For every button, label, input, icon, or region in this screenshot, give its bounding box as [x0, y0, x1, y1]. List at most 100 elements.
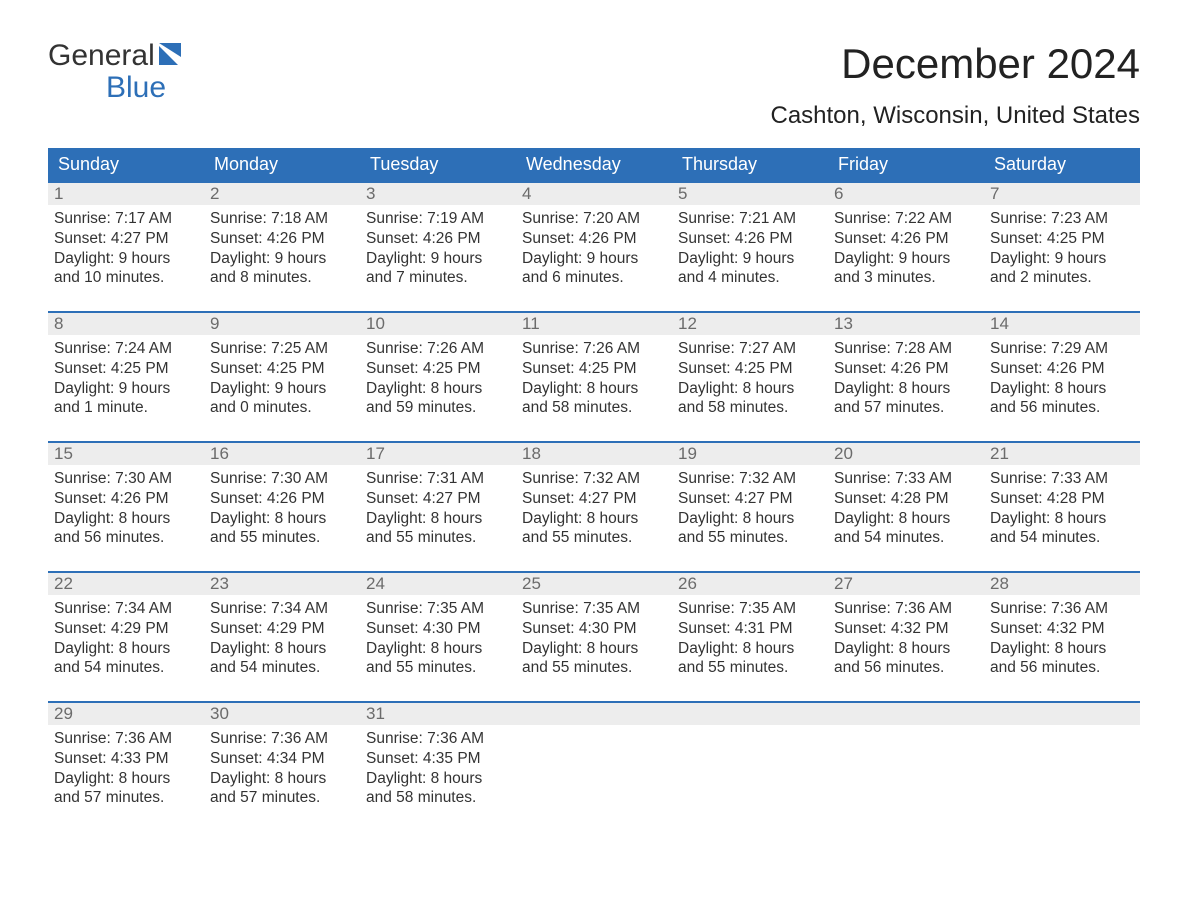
sunrise-text: Sunrise: 7:29 AM [990, 339, 1134, 359]
dayname-mon: Monday [204, 148, 360, 181]
sunset-text: Sunset: 4:29 PM [54, 619, 198, 639]
week-row: 22 Sunrise: 7:34 AM Sunset: 4:29 PM Dayligh… [48, 571, 1140, 701]
day-body: Sunrise: 7:36 AMSunset: 4:32 PMDaylight:… [828, 595, 984, 682]
daylight-line2: and 55 minutes. [522, 658, 666, 678]
day-cell: 9Sunrise: 7:25 AMSunset: 4:25 PMDaylight… [204, 313, 360, 441]
sunset-text: Sunset: 4:32 PM [834, 619, 978, 639]
daylight-line2: and 54 minutes. [210, 658, 354, 678]
sunrise-text: Sunrise: 7:33 AM [834, 469, 978, 489]
day-cell: 5Sunrise: 7:21 AMSunset: 4:26 PMDaylight… [672, 183, 828, 311]
day-body: Sunrise: 7:35 AMSunset: 4:30 PMDaylight:… [516, 595, 672, 682]
sunrise-text: Sunrise: 7:36 AM [54, 729, 198, 749]
day-number: 17 [360, 443, 516, 465]
day-number: 6 [828, 183, 984, 205]
sunset-text: Sunset: 4:28 PM [990, 489, 1134, 509]
day-number: 23 [204, 573, 360, 595]
day-number: 29 [48, 703, 204, 725]
daylight-line1: Daylight: 8 hours [522, 379, 666, 399]
day-number: 22 [48, 573, 204, 595]
daylight-line1: Daylight: 8 hours [678, 379, 822, 399]
day-body: Sunrise: 7:23 AMSunset: 4:25 PMDaylight:… [984, 205, 1140, 292]
sunset-text: Sunset: 4:26 PM [210, 489, 354, 509]
sunset-text: Sunset: 4:26 PM [54, 489, 198, 509]
day-cell: 10Sunrise: 7:26 AMSunset: 4:25 PMDayligh… [360, 313, 516, 441]
day-cell: 15Sunrise: 7:30 AMSunset: 4:26 PMDayligh… [48, 443, 204, 571]
day-number: 19 [672, 443, 828, 465]
day-cell: 24Sunrise: 7:35 AMSunset: 4:30 PMDayligh… [360, 573, 516, 701]
sunrise-text: Sunrise: 7:27 AM [678, 339, 822, 359]
day-cell: 23Sunrise: 7:34 AMSunset: 4:29 PMDayligh… [204, 573, 360, 701]
daylight-line1: Daylight: 8 hours [54, 509, 198, 529]
daylight-line2: and 6 minutes. [522, 268, 666, 288]
day-body: Sunrise: 7:36 AMSunset: 4:34 PMDaylight:… [204, 725, 360, 812]
daylight-line2: and 54 minutes. [990, 528, 1134, 548]
sunrise-text: Sunrise: 7:30 AM [210, 469, 354, 489]
day-number: 13 [828, 313, 984, 335]
daylight-line1: Daylight: 9 hours [366, 249, 510, 269]
sunrise-text: Sunrise: 7:31 AM [366, 469, 510, 489]
daylight-line2: and 0 minutes. [210, 398, 354, 418]
sunset-text: Sunset: 4:30 PM [522, 619, 666, 639]
daylight-line1: Daylight: 8 hours [366, 769, 510, 789]
daylight-line2: and 4 minutes. [678, 268, 822, 288]
sunset-text: Sunset: 4:35 PM [366, 749, 510, 769]
daylight-line2: and 58 minutes. [678, 398, 822, 418]
day-cell: 6Sunrise: 7:22 AMSunset: 4:26 PMDaylight… [828, 183, 984, 311]
day-number: 21 [984, 443, 1140, 465]
day-cell: 25Sunrise: 7:35 AMSunset: 4:30 PMDayligh… [516, 573, 672, 701]
sunset-text: Sunset: 4:27 PM [366, 489, 510, 509]
daylight-line1: Daylight: 8 hours [990, 509, 1134, 529]
day-number: 30 [204, 703, 360, 725]
day-cell: 19Sunrise: 7:32 AMSunset: 4:27 PMDayligh… [672, 443, 828, 571]
day-body: Sunrise: 7:33 AMSunset: 4:28 PMDaylight:… [828, 465, 984, 552]
day-cell [828, 703, 984, 831]
sunset-text: Sunset: 4:25 PM [522, 359, 666, 379]
dayname-thu: Thursday [672, 148, 828, 181]
daylight-line1: Daylight: 8 hours [366, 379, 510, 399]
daylight-line2: and 56 minutes. [834, 658, 978, 678]
dayname-sun: Sunday [48, 148, 204, 181]
day-number [828, 703, 984, 725]
sunset-text: Sunset: 4:26 PM [834, 229, 978, 249]
week-row: 1Sunrise: 7:17 AMSunset: 4:27 PMDaylight… [48, 181, 1140, 311]
day-cell: 1Sunrise: 7:17 AMSunset: 4:27 PMDaylight… [48, 183, 204, 311]
sunset-text: Sunset: 4:27 PM [54, 229, 198, 249]
day-number: 27 [828, 573, 984, 595]
daylight-line1: Daylight: 8 hours [834, 509, 978, 529]
day-body: Sunrise: 7:18 AMSunset: 4:26 PMDaylight:… [204, 205, 360, 292]
day-number: 24 [360, 573, 516, 595]
daylight-line2: and 58 minutes. [366, 788, 510, 808]
sunrise-text: Sunrise: 7:32 AM [522, 469, 666, 489]
sunset-text: Sunset: 4:27 PM [678, 489, 822, 509]
day-number: 4 [516, 183, 672, 205]
dayname-tue: Tuesday [360, 148, 516, 181]
daylight-line1: Daylight: 9 hours [678, 249, 822, 269]
day-number: 16 [204, 443, 360, 465]
day-cell: 31Sunrise: 7:36 AMSunset: 4:35 PMDayligh… [360, 703, 516, 831]
daylight-line1: Daylight: 8 hours [366, 639, 510, 659]
day-number: 1 [48, 183, 204, 205]
day-body: Sunrise: 7:22 AMSunset: 4:26 PMDaylight:… [828, 205, 984, 292]
daylight-line1: Daylight: 9 hours [54, 379, 198, 399]
daylight-line2: and 57 minutes. [210, 788, 354, 808]
day-body: Sunrise: 7:21 AMSunset: 4:26 PMDaylight:… [672, 205, 828, 292]
sunset-text: Sunset: 4:33 PM [54, 749, 198, 769]
daylight-line1: Daylight: 8 hours [210, 639, 354, 659]
daylight-line1: Daylight: 8 hours [210, 509, 354, 529]
daylight-line2: and 3 minutes. [834, 268, 978, 288]
day-number: 9 [204, 313, 360, 335]
daylight-line2: and 58 minutes. [522, 398, 666, 418]
daylight-line1: Daylight: 8 hours [366, 509, 510, 529]
day-number [516, 703, 672, 725]
daylight-line2: and 8 minutes. [210, 268, 354, 288]
day-cell: 22Sunrise: 7:34 AMSunset: 4:29 PMDayligh… [48, 573, 204, 701]
daylight-line2: and 54 minutes. [54, 658, 198, 678]
day-body: Sunrise: 7:17 AMSunset: 4:27 PMDaylight:… [48, 205, 204, 292]
daylight-line2: and 57 minutes. [54, 788, 198, 808]
day-number: 11 [516, 313, 672, 335]
sunset-text: Sunset: 4:28 PM [834, 489, 978, 509]
dayname-fri: Friday [828, 148, 984, 181]
day-body: Sunrise: 7:36 AMSunset: 4:32 PMDaylight:… [984, 595, 1140, 682]
sunrise-text: Sunrise: 7:34 AM [210, 599, 354, 619]
day-cell: 26Sunrise: 7:35 AMSunset: 4:31 PMDayligh… [672, 573, 828, 701]
